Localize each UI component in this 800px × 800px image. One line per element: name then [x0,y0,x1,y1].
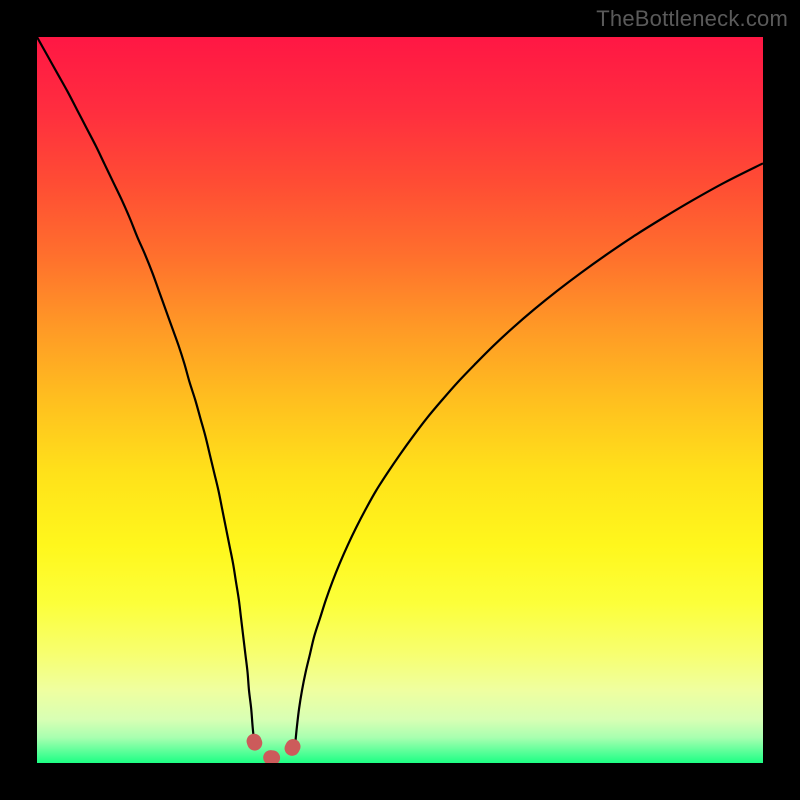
chart-svg [37,37,763,763]
chart-frame: TheBottleneck.com [0,0,800,800]
plot-area [37,37,763,763]
watermark-text: TheBottleneck.com [596,6,788,32]
gradient-background [37,37,763,763]
